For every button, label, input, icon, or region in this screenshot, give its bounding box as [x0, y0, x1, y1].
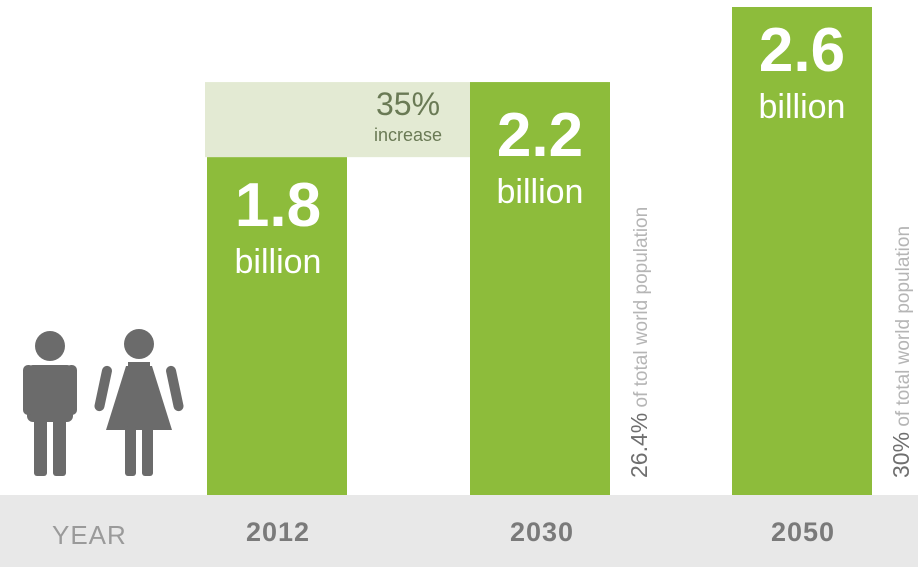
bar-value-2050: 2.6 — [758, 16, 846, 85]
woman-icon — [94, 329, 184, 476]
bar-unit-2030: billion — [496, 173, 584, 211]
bars-layer — [207, 7, 872, 496]
increase-label: increase — [373, 125, 443, 145]
year-band — [0, 495, 918, 567]
bar-2050 — [732, 7, 872, 495]
bar-value-2030: 2.2 — [496, 101, 584, 170]
bar-value-2012: 1.8 — [234, 171, 322, 240]
population-share-2030-text: of total world population — [631, 206, 652, 408]
year-label-2050: 2050 — [770, 517, 836, 547]
man-icon — [23, 331, 77, 476]
bar-2030 — [470, 82, 610, 496]
population-share-2030: 26.4% of total world population — [626, 206, 652, 478]
axis-title: YEAR — [52, 520, 127, 550]
bar-2012 — [207, 157, 347, 495]
bar-unit-2012: billion — [234, 243, 322, 281]
population-share-2050: 30% of total world population — [888, 225, 914, 478]
population-share-2050-text: of total world population — [893, 225, 914, 427]
year-label-2030: 2030 — [509, 517, 575, 547]
year-label-2012: 2012 — [245, 517, 311, 547]
bar-unit-2050: billion — [758, 88, 846, 126]
population-share-2030-percent: 26.4% — [626, 412, 652, 478]
population-share-2050-percent: 30% — [888, 431, 914, 478]
increase-percent: 35% — [375, 86, 441, 122]
